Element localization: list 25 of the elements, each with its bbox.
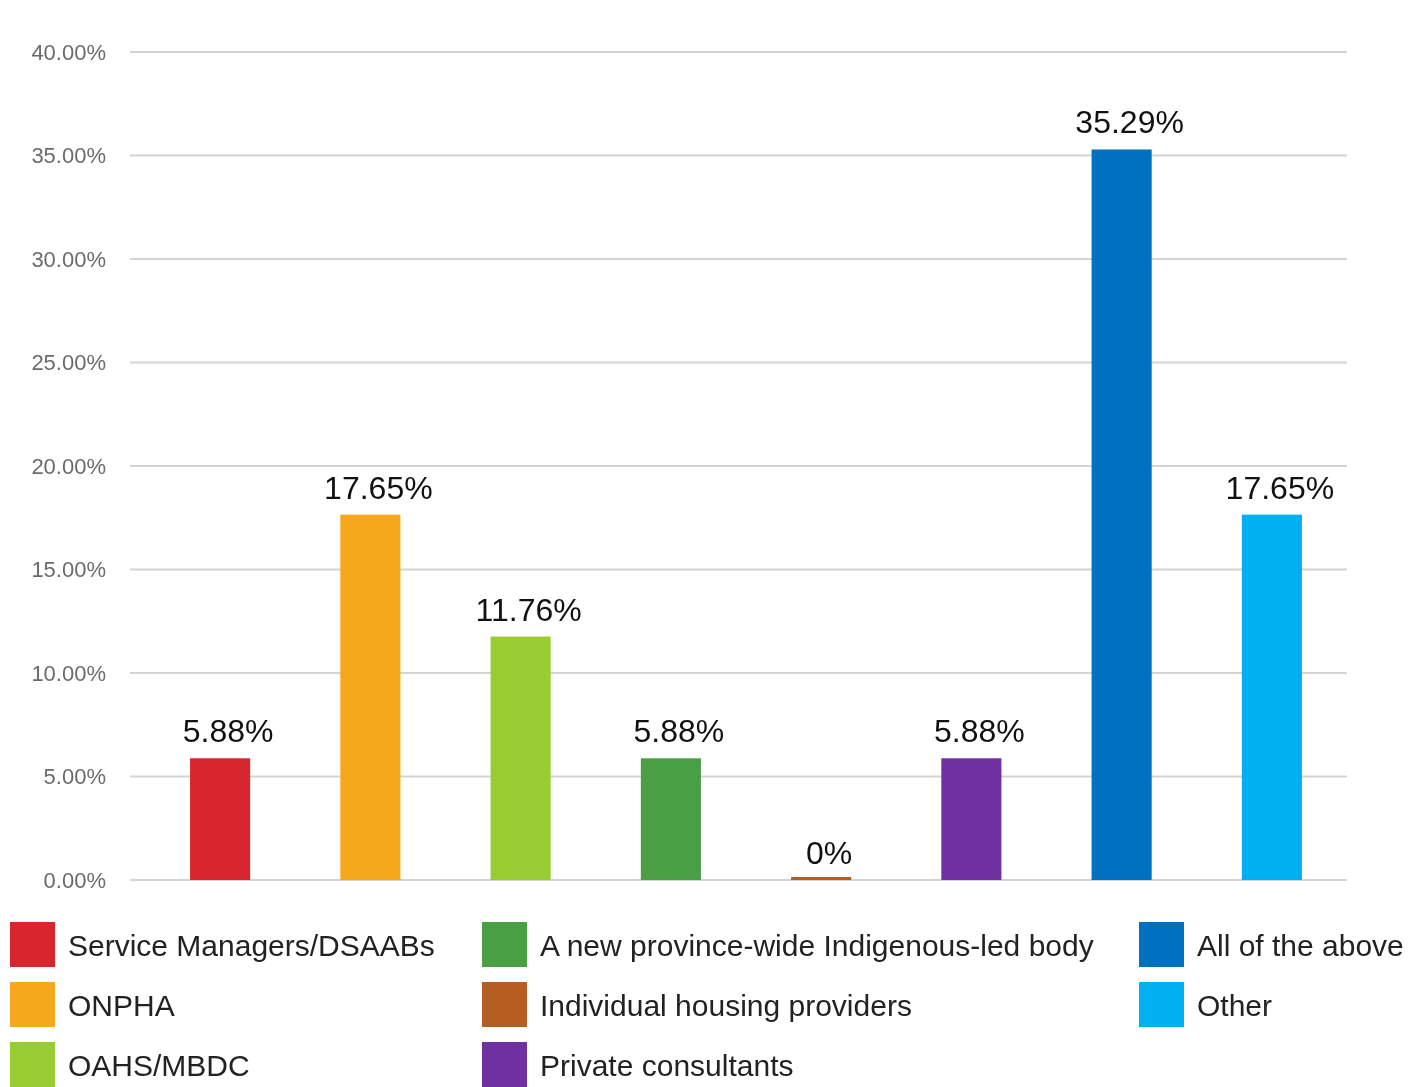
data-label: 17.65% [1225, 469, 1335, 506]
y-tick-label: 20.00% [31, 453, 106, 479]
data-label: 5.88% [182, 713, 274, 750]
legend-label: All of the above [1197, 928, 1404, 962]
y-tick-label: 35.00% [31, 143, 106, 169]
y-tick-label: 40.00% [31, 39, 106, 65]
y-tick-label: 10.00% [31, 660, 106, 686]
y-tick-label: 25.00% [31, 350, 106, 376]
data-label: 11.76% [475, 591, 582, 628]
legend-label: OAHS/MBDC [68, 1048, 250, 1082]
legend-label: Private consultants [540, 1048, 794, 1082]
data-label: 5.88% [633, 713, 725, 750]
y-tick-label: 5.00% [43, 764, 106, 790]
legend-label: A new province-wide Indigenous-led body [540, 928, 1094, 962]
data-label: 5.88% [934, 713, 1025, 750]
y-tick-label: 15.00% [31, 557, 106, 583]
legend-label: Individual housing providers [540, 988, 912, 1022]
legend-label: Other [1197, 988, 1273, 1022]
data-label: 17.65% [324, 469, 433, 506]
legend-label: ONPHA [68, 988, 175, 1022]
legend-label: Service Managers/DSAABs [68, 928, 435, 962]
data-label: 35.29% [1075, 104, 1184, 141]
y-tick-label: 30.00% [31, 246, 106, 272]
data-label: 0% [806, 835, 853, 871]
y-tick-label: 0.00% [43, 867, 106, 893]
